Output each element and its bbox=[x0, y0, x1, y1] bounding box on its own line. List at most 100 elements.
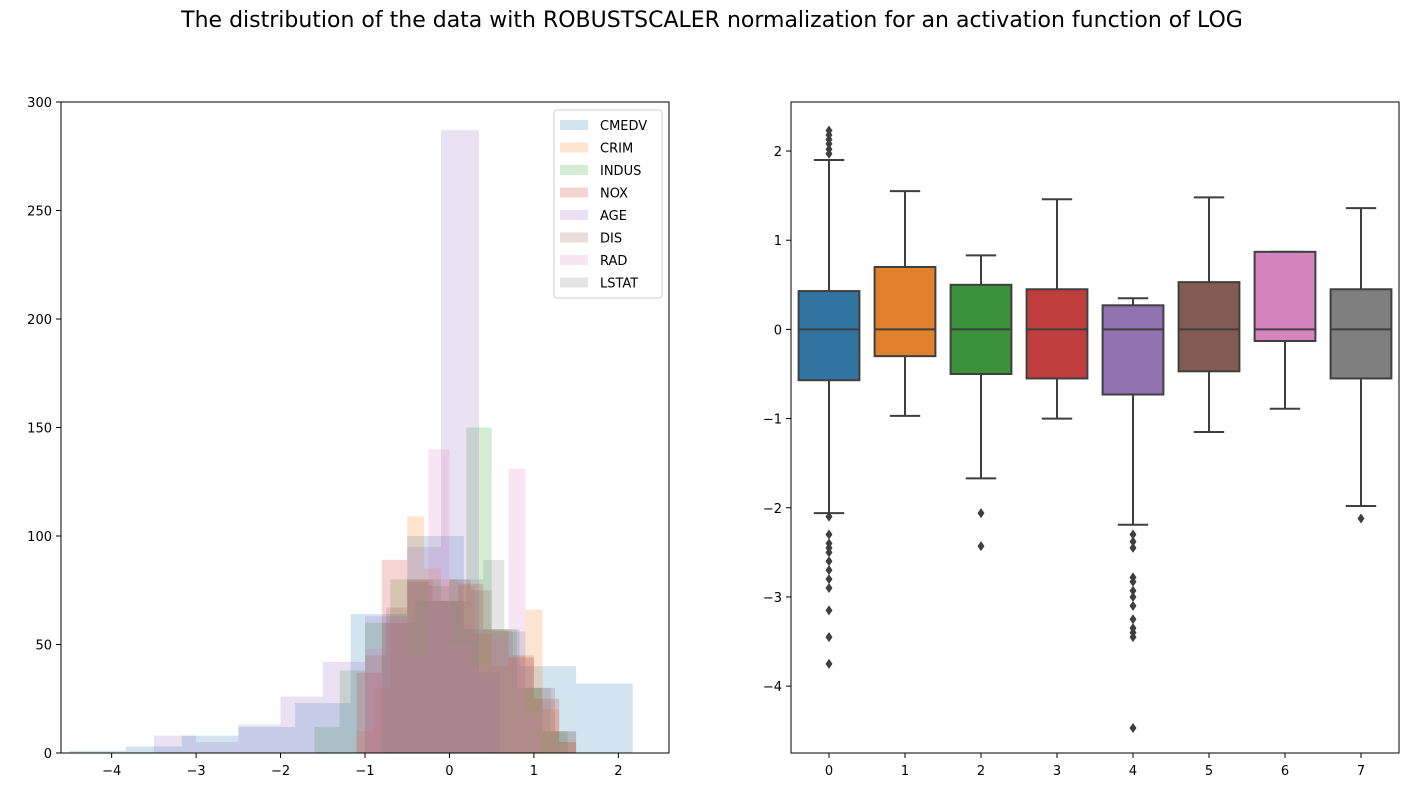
hist-bar bbox=[512, 655, 534, 753]
x-tick-label: 5 bbox=[1205, 764, 1213, 779]
hist-bar bbox=[196, 742, 239, 753]
hist-bar bbox=[470, 666, 492, 753]
outlier-point bbox=[825, 511, 833, 522]
hist-bar bbox=[373, 687, 391, 753]
y-tick-label: −1 bbox=[763, 413, 782, 428]
box-2 bbox=[949, 254, 1013, 552]
hist-bar bbox=[517, 687, 543, 753]
legend-item: AGE bbox=[560, 209, 627, 224]
hist-bar bbox=[238, 726, 295, 753]
hist-bar bbox=[280, 696, 323, 753]
hist-bar bbox=[483, 629, 509, 753]
hist-bar bbox=[470, 590, 492, 753]
hist-bar bbox=[390, 579, 416, 753]
hist-bar bbox=[415, 601, 450, 753]
boxplot-plot: 0 1 2 3 4 5 6 7 −4 −3 −2 −1 0 1 2 bbox=[763, 101, 1400, 779]
y-tick-label: 200 bbox=[27, 313, 52, 328]
right-axes-frame bbox=[790, 101, 1400, 754]
outlier-point bbox=[1129, 576, 1137, 587]
y-tick-label: −2 bbox=[763, 502, 782, 517]
hist-bar bbox=[314, 726, 340, 753]
hist-bar bbox=[365, 648, 387, 753]
figure-title: The distribution of the data with ROBUST… bbox=[181, 8, 1243, 33]
hist-bar bbox=[428, 585, 450, 753]
hist-bar bbox=[381, 622, 416, 753]
legend-label: AGE bbox=[600, 209, 627, 224]
hist-bar bbox=[153, 735, 197, 753]
outlier-point bbox=[825, 138, 833, 149]
hist-bar bbox=[407, 579, 433, 753]
legend-swatch bbox=[560, 277, 588, 288]
x-tick-label: −1 bbox=[355, 764, 374, 779]
hist-bar bbox=[386, 607, 408, 753]
outlier-point bbox=[1129, 536, 1137, 547]
legend-swatch bbox=[560, 187, 588, 198]
hist-bar bbox=[525, 609, 543, 753]
y-tick-label: −4 bbox=[763, 680, 782, 695]
hist-bar bbox=[449, 579, 471, 753]
hist-bar bbox=[525, 687, 551, 753]
outlier-point bbox=[825, 556, 833, 567]
outlier-point bbox=[1129, 600, 1137, 611]
outlier-point bbox=[1357, 513, 1365, 524]
x-tick-label: −2 bbox=[271, 764, 290, 779]
hist-bar bbox=[339, 670, 365, 753]
hist-bar bbox=[424, 568, 441, 753]
legend-swatch bbox=[560, 142, 588, 153]
hist-bar bbox=[466, 427, 492, 753]
hist-bar bbox=[474, 633, 492, 753]
legend-label: LSTAT bbox=[600, 277, 638, 292]
hist-bar bbox=[491, 666, 509, 753]
x-tick-label: 0 bbox=[445, 764, 453, 779]
outlier-point bbox=[977, 541, 985, 552]
hist-bar bbox=[365, 622, 391, 753]
histogram-plot: −4 −3 −2 −1 0 1 2 0 50 100 150 200 250 300 CMEDV CRIM IN… bbox=[27, 96, 670, 779]
hist-bar bbox=[491, 637, 509, 753]
legend-item: RAD bbox=[560, 254, 627, 269]
legend-item: CRIM bbox=[560, 142, 633, 157]
legend-box bbox=[553, 109, 663, 299]
hist-bar bbox=[559, 742, 577, 753]
hist-bar bbox=[69, 750, 127, 753]
box-0 bbox=[797, 125, 861, 669]
box-body bbox=[1177, 281, 1241, 373]
hist-bar bbox=[483, 559, 505, 753]
hist-bar bbox=[294, 703, 351, 753]
legend-item: INDUS bbox=[560, 164, 641, 179]
x-tick-label: 2 bbox=[977, 764, 985, 779]
hist-bar bbox=[559, 742, 577, 753]
y-tick-label: 1 bbox=[774, 234, 782, 249]
outlier-point bbox=[1129, 529, 1137, 540]
hist-bar bbox=[449, 579, 484, 753]
hist-series-age bbox=[153, 130, 501, 753]
legend-swatch bbox=[560, 210, 588, 220]
x-tick-label: −4 bbox=[102, 764, 121, 779]
hist-bar bbox=[238, 724, 281, 753]
legend-swatch bbox=[560, 232, 588, 243]
hist-bar bbox=[576, 683, 633, 753]
hist-bar bbox=[181, 735, 239, 753]
hist-bar bbox=[508, 468, 526, 753]
hist-bar bbox=[525, 713, 543, 753]
y-tick-label: −3 bbox=[763, 591, 782, 606]
legend-label: CMEDV bbox=[600, 119, 647, 134]
y-tick-label: 0 bbox=[774, 323, 782, 338]
legend-item: LSTAT bbox=[560, 277, 638, 292]
legend-swatch bbox=[560, 165, 588, 175]
box-body bbox=[1101, 304, 1165, 396]
legend-swatch bbox=[560, 255, 588, 265]
x-tick-label: 1 bbox=[901, 764, 909, 779]
legend-swatch bbox=[560, 120, 588, 130]
y-tick-label: 0 bbox=[44, 747, 52, 762]
hist-bar bbox=[519, 666, 577, 753]
hist-bar bbox=[356, 672, 382, 753]
hist-bar bbox=[491, 629, 517, 753]
hist-bar bbox=[432, 601, 458, 753]
outlier-point bbox=[825, 583, 833, 594]
hist-bar bbox=[463, 629, 520, 753]
outlier-point bbox=[1129, 723, 1137, 734]
hist-bar bbox=[504, 631, 526, 753]
hist-series-cmedv bbox=[69, 536, 633, 753]
hist-bar bbox=[386, 622, 408, 753]
hist-bar bbox=[407, 536, 464, 753]
